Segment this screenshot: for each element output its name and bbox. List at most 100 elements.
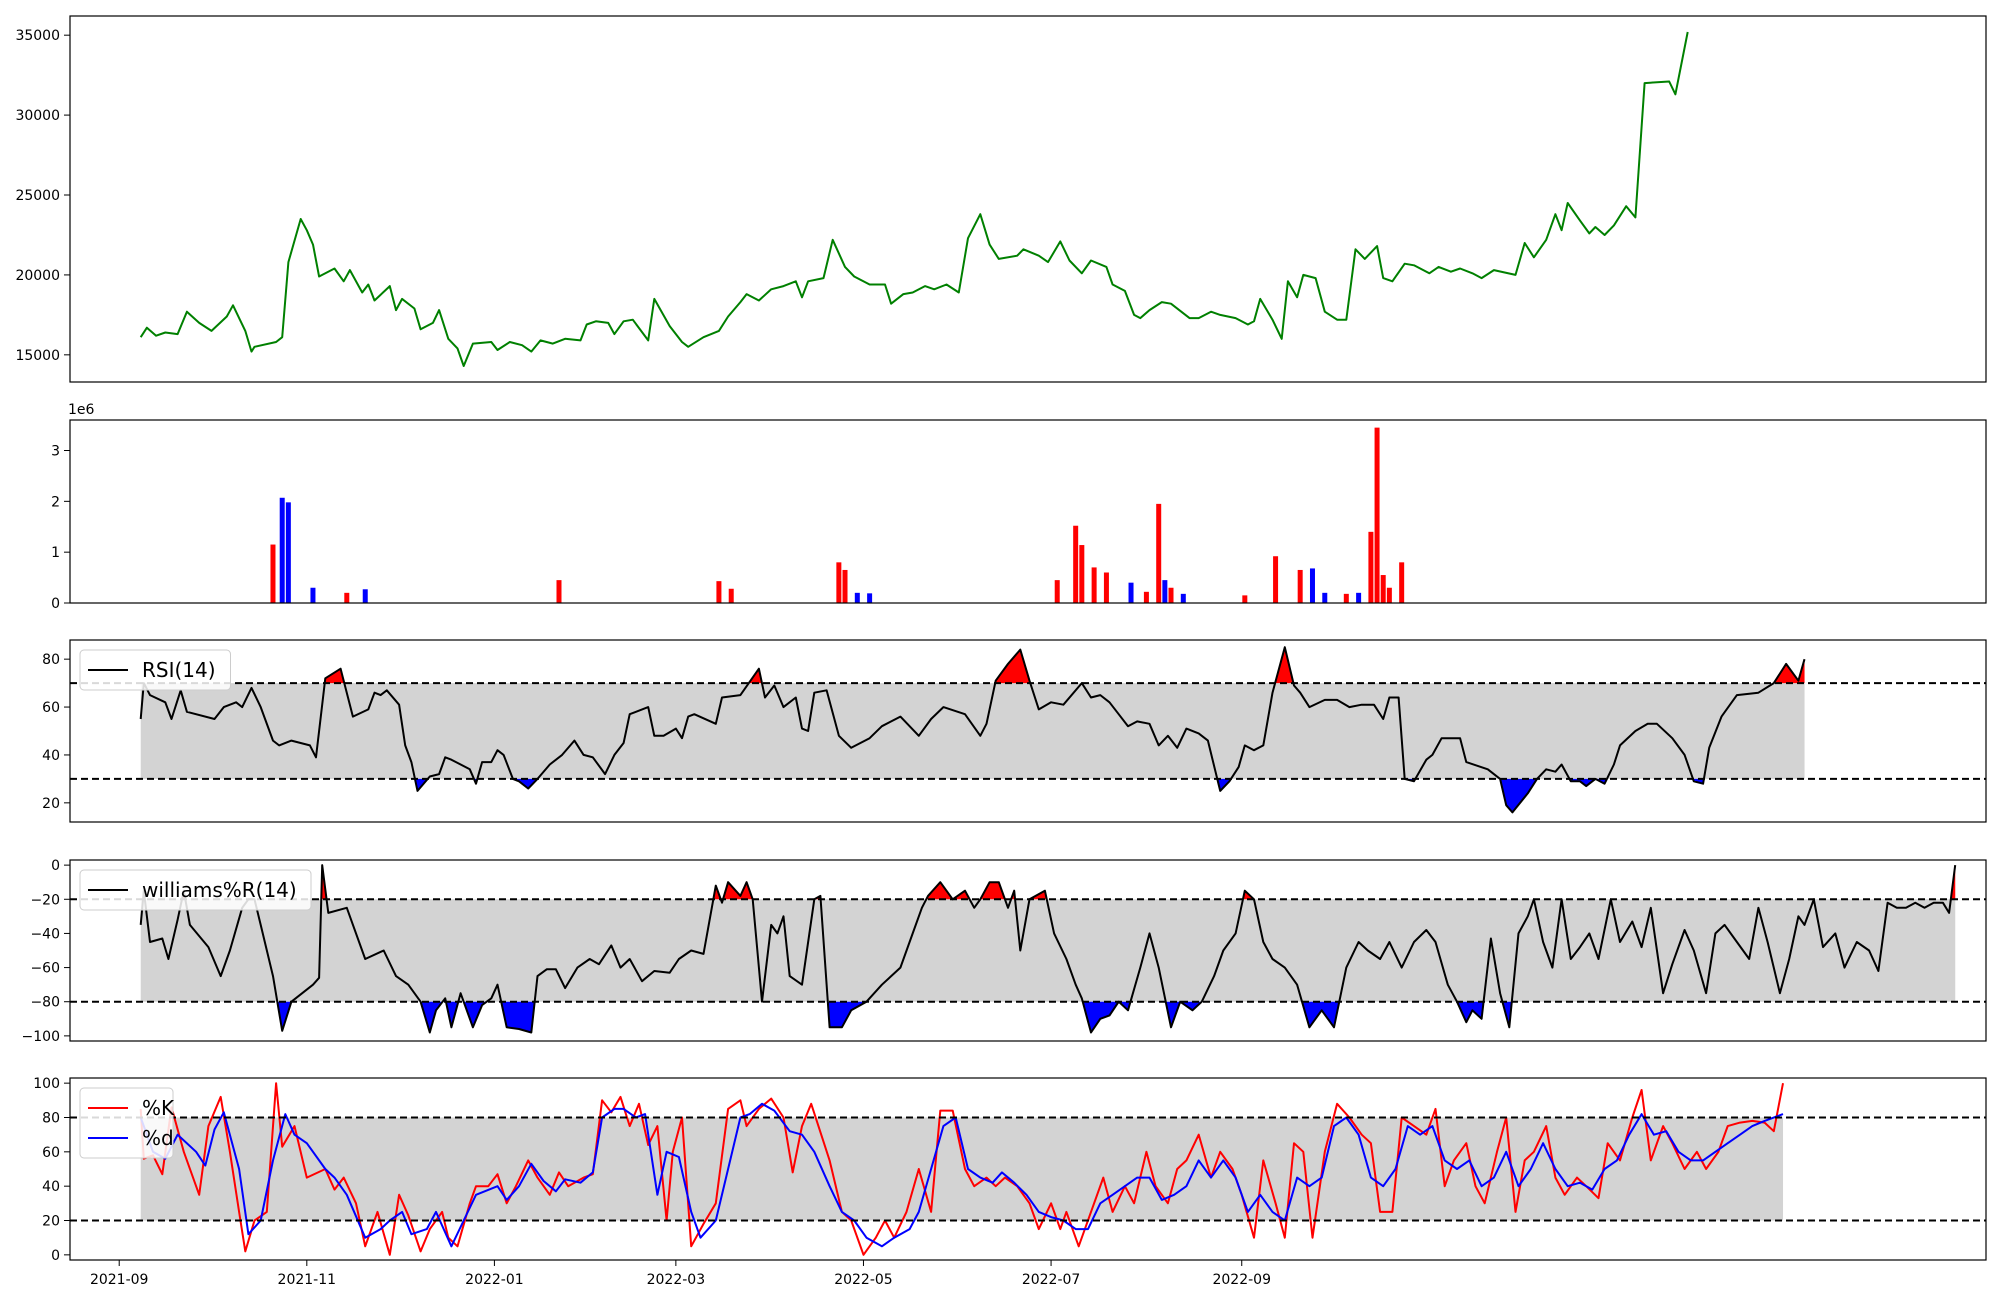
- y-tick-label: 80: [42, 652, 60, 668]
- volume-bar: [362, 589, 368, 603]
- y-tick-label: 25000: [15, 188, 60, 204]
- volume-bar: [1368, 531, 1374, 603]
- y-tick-label: −20: [30, 892, 60, 908]
- legend: williams%R(14): [79, 869, 312, 911]
- volume-bar: [1343, 593, 1349, 603]
- volume-bar: [1309, 568, 1315, 603]
- panel-stochastic: 0 20 40 60 80 100 %K %d: [33, 1076, 1987, 1264]
- volume-bar: [1054, 580, 1060, 603]
- y-tick-label: 80: [42, 1110, 60, 1126]
- y-tick-label: 20: [42, 796, 60, 812]
- axis-offset-label: 1e6: [68, 402, 95, 418]
- panel-williams: −100 −80 −60 −40 −20 0 williams%R(14): [22, 858, 1987, 1045]
- volume-bar: [728, 588, 734, 603]
- panel-rsi: 20 40 60 80 RSI(14): [42, 639, 1987, 823]
- series-line-rsi: [139, 646, 1806, 814]
- y-tick-label: 20000: [15, 268, 60, 284]
- legend-box: [79, 869, 312, 911]
- overbought-fill: [995, 649, 1031, 684]
- volume-bar: [1180, 593, 1186, 603]
- oversold-fill: [445, 1001, 459, 1028]
- x-axis: 2021-09 2021-11 2022-01 2022-03 2022-05 2022-…: [90, 1260, 1271, 1288]
- volume-bar: [1380, 575, 1386, 603]
- y-tick-label: 3: [51, 444, 60, 460]
- legend-label: RSI(14): [142, 658, 216, 682]
- overbought-fill: [324, 668, 345, 684]
- volume-bar: [1386, 587, 1392, 603]
- threshold-band: [140, 1117, 1784, 1221]
- volume-bar: [854, 592, 860, 603]
- oversold-fill: [501, 1001, 535, 1033]
- y-tick-label: 0: [51, 1248, 60, 1264]
- overbought-fill: [1275, 647, 1294, 684]
- oversold-fill: [1180, 1001, 1202, 1011]
- legend-box: [79, 649, 231, 691]
- y-tick-label: 100: [33, 1076, 60, 1092]
- volume-bar: [1168, 587, 1174, 603]
- volume-bar: [1156, 503, 1162, 603]
- volume-bar: [1103, 572, 1109, 603]
- legend: %K %d: [79, 1087, 175, 1159]
- x-tick-label: 2021-09: [90, 1272, 149, 1288]
- panel-volume: 0 1 2 3 1e6: [51, 402, 1987, 612]
- volume-bar: [1079, 545, 1085, 603]
- volume-bar: [1162, 580, 1168, 603]
- volume-bar: [270, 544, 276, 603]
- oversold-fill: [1082, 1001, 1119, 1033]
- y-tick-label: −40: [30, 926, 60, 942]
- oversold-fill: [463, 1001, 487, 1028]
- volume-bar: [1128, 582, 1134, 603]
- volume-bar: [1143, 591, 1149, 603]
- panel-frame: [69, 419, 1987, 604]
- y-tick-label: 1: [51, 545, 60, 561]
- volume-bar: [1273, 556, 1279, 603]
- overbought-fill: [926, 882, 953, 900]
- y-tick-label: 40: [42, 748, 60, 764]
- volume-bar: [344, 592, 350, 603]
- threshold-band: [140, 683, 1805, 779]
- legend-label: williams%R(14): [142, 878, 297, 902]
- volume-bar: [285, 502, 291, 603]
- y-tick-label: 2: [51, 494, 60, 510]
- y-tick-label: −80: [30, 995, 60, 1011]
- y-tick-label: 60: [42, 700, 60, 716]
- panel-price: 15000 20000 25000 30000 35000: [15, 15, 1987, 383]
- y-tick-label: 20: [42, 1214, 60, 1230]
- y-tick-label: 0: [51, 858, 60, 874]
- legend-label: %d: [142, 1126, 174, 1150]
- oversold-fill: [827, 1001, 867, 1028]
- series-line-stochastic: [139, 1102, 1784, 1248]
- overbought-fill: [980, 882, 1005, 900]
- y-tick-label: 35000: [15, 28, 60, 44]
- panel-frame: [69, 1077, 1987, 1261]
- legend: RSI(14): [79, 649, 231, 691]
- panel-frame: [69, 15, 1987, 383]
- y-tick-label: 30000: [15, 108, 60, 124]
- series-line-price: [139, 31, 1689, 367]
- volume-bar: [1242, 595, 1248, 603]
- oversold-fill: [420, 1001, 443, 1033]
- panel-frame: [69, 639, 1987, 823]
- x-tick-label: 2022-03: [647, 1272, 706, 1288]
- volume-bar: [556, 580, 562, 603]
- x-tick-label: 2022-07: [1022, 1272, 1081, 1288]
- volume-bar: [842, 569, 848, 603]
- y-tick-label: −60: [30, 961, 60, 977]
- x-tick-label: 2021-11: [278, 1272, 337, 1288]
- oversold-fill: [1500, 778, 1537, 813]
- volume-bar: [716, 581, 722, 603]
- volume-bar: [1399, 562, 1405, 603]
- y-tick-label: −100: [22, 1029, 60, 1045]
- x-tick-label: 2022-01: [465, 1272, 524, 1288]
- legend-box: [79, 1087, 174, 1159]
- y-tick-label: 40: [42, 1179, 60, 1195]
- volume-bar: [836, 562, 842, 603]
- volume-bar: [1091, 567, 1097, 603]
- overbought-fill: [1773, 659, 1805, 684]
- volume-bar: [1374, 427, 1380, 603]
- volume-bar: [867, 593, 873, 603]
- threshold-band: [140, 899, 1956, 1002]
- volume-bar: [1322, 592, 1328, 603]
